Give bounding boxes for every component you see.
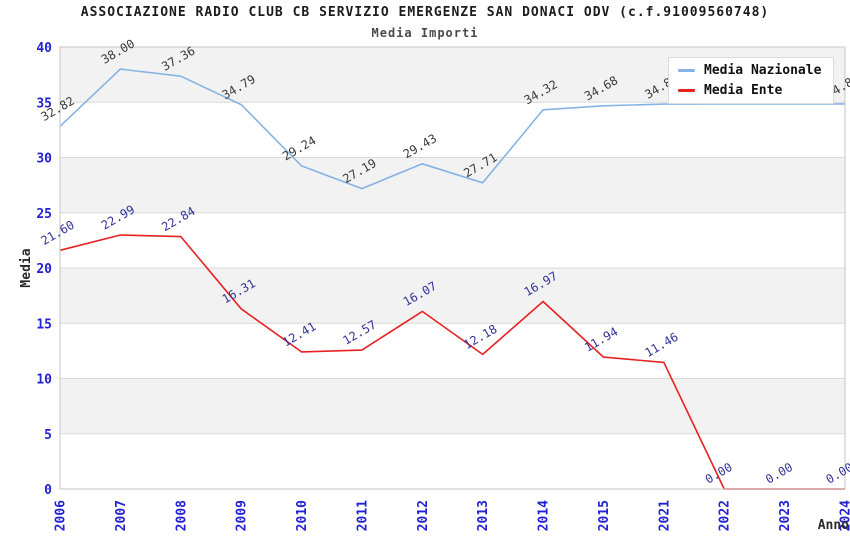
legend: Media Nazionale Media Ente <box>668 57 835 104</box>
plot-band <box>60 323 845 379</box>
x-tick-label: 2022 <box>718 500 733 531</box>
legend-label: Media Ente <box>704 83 783 98</box>
chart-title: ASSOCIAZIONE RADIO CLUB CB SERVIZIO EMER… <box>80 5 770 20</box>
y-tick-label: 20 <box>36 262 52 277</box>
y-tick-label: 25 <box>36 207 52 222</box>
series-line-media-ente <box>59 234 845 490</box>
plot-band <box>60 212 845 268</box>
legend-item-media-nazionale: Media Nazionale <box>678 63 821 78</box>
plot-band <box>60 378 845 434</box>
plot-band <box>60 157 845 213</box>
y-tick-label: 35 <box>36 96 52 111</box>
x-tick-label: 2015 <box>597 500 612 531</box>
plot-band <box>60 268 845 324</box>
x-tick-label: 2009 <box>235 500 250 531</box>
y-tick-label: 30 <box>36 152 52 167</box>
x-tick-label: 2010 <box>295 500 310 531</box>
x-axis-title: Anno <box>818 518 849 533</box>
media-ente-line-swatch <box>678 89 695 92</box>
y-tick-label: 10 <box>36 373 52 388</box>
y-tick-label: 15 <box>36 317 52 332</box>
x-tick-label: 2007 <box>114 500 129 531</box>
x-tick-label: 2023 <box>778 500 793 531</box>
x-tick-label: 2011 <box>355 500 370 531</box>
media-nazionale-line-swatch <box>678 69 695 72</box>
y-tick-label: 5 <box>44 428 52 443</box>
x-tick-label: 2021 <box>657 500 672 531</box>
x-tick-label: 2008 <box>174 500 189 531</box>
series-line-media-nazionale <box>59 68 846 190</box>
plot-band <box>60 433 845 489</box>
legend-item-media-ente: Media Ente <box>678 83 821 98</box>
y-tick-label: 40 <box>36 41 52 56</box>
x-tick-label: 2014 <box>537 500 552 531</box>
chart-subtitle: Media Importi <box>371 26 479 40</box>
x-tick-label: 2012 <box>416 500 431 531</box>
x-tick-label: 2006 <box>54 500 69 531</box>
y-tick-label: 0 <box>44 483 52 498</box>
x-tick-label: 2013 <box>476 500 491 531</box>
legend-label: Media Nazionale <box>704 63 822 78</box>
x-tick-label: 2024 <box>839 500 850 531</box>
plot-border <box>59 46 846 490</box>
plot-band <box>60 102 845 158</box>
y-axis-title: Media <box>19 248 34 287</box>
